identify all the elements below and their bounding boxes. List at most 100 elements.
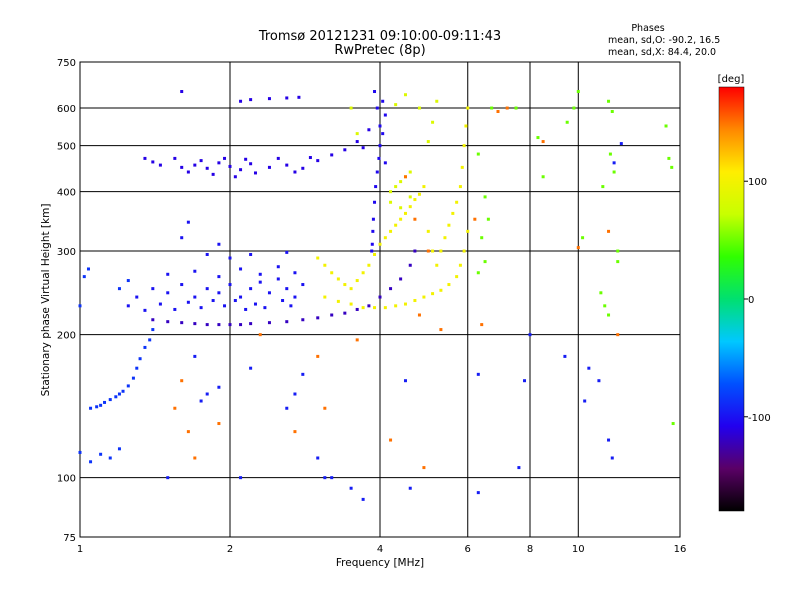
data-point <box>608 152 612 156</box>
data-point <box>435 263 439 267</box>
data-point <box>389 200 393 204</box>
data-point <box>308 156 312 160</box>
data-point <box>375 106 379 110</box>
data-point <box>378 124 382 128</box>
data-point <box>610 456 614 460</box>
data-point <box>249 252 253 256</box>
data-point <box>439 249 443 253</box>
data-point <box>205 392 209 396</box>
data-point <box>121 389 125 393</box>
data-point <box>443 236 447 240</box>
data-point <box>505 106 509 110</box>
data-point <box>249 287 253 291</box>
data-point <box>89 406 93 410</box>
data-point <box>186 220 190 224</box>
data-point <box>233 299 237 303</box>
data-point <box>490 106 494 110</box>
data-point <box>267 165 271 169</box>
data-point <box>228 283 232 287</box>
data-point <box>408 205 412 209</box>
data-point <box>378 242 382 246</box>
data-point <box>143 156 147 160</box>
data-point <box>466 106 470 110</box>
data-point <box>603 304 607 308</box>
data-point <box>375 170 379 174</box>
data-point <box>239 267 243 271</box>
data-point <box>193 322 197 326</box>
data-point <box>355 279 359 283</box>
data-point <box>355 132 359 136</box>
data-point <box>408 170 412 174</box>
data-point <box>285 406 289 410</box>
data-point <box>413 198 417 202</box>
data-point <box>431 120 435 124</box>
data-point <box>267 321 271 325</box>
data-point <box>383 236 387 240</box>
data-point <box>258 272 262 276</box>
data-point <box>607 99 611 103</box>
data-point <box>447 283 451 287</box>
data-point <box>205 287 209 291</box>
data-point <box>253 302 257 306</box>
data-point <box>417 106 421 110</box>
data-point <box>447 223 451 227</box>
data-point <box>480 236 484 240</box>
data-point <box>217 161 221 165</box>
y-tick-label: 200 <box>57 331 76 342</box>
data-point <box>217 422 221 426</box>
data-point <box>126 304 130 308</box>
data-point <box>239 323 243 327</box>
x-axis-ticks: 1 2 4 6 8 10 16 <box>77 544 687 555</box>
data-point <box>108 398 112 402</box>
data-point <box>281 299 285 303</box>
data-point <box>239 476 243 480</box>
data-point <box>114 395 118 399</box>
data-point <box>117 287 121 291</box>
data-point <box>316 354 320 358</box>
data-point <box>293 295 297 299</box>
y-tick-label: 600 <box>57 104 76 115</box>
data-point <box>581 236 585 240</box>
data-point <box>496 109 500 113</box>
data-point <box>158 302 162 306</box>
data-point <box>517 466 521 470</box>
data-point <box>466 229 470 233</box>
data-point <box>394 223 398 227</box>
data-point <box>239 295 243 299</box>
data-point <box>199 306 203 310</box>
data-point <box>413 249 417 253</box>
data-point <box>464 124 468 128</box>
data-point <box>330 476 334 480</box>
data-point <box>301 372 305 376</box>
data-point <box>108 456 112 460</box>
data-point <box>180 236 184 240</box>
colorbar <box>718 86 745 512</box>
data-point <box>199 159 203 163</box>
data-point <box>193 269 197 273</box>
data-point <box>408 486 412 490</box>
data-point <box>383 161 387 165</box>
data-point <box>389 287 393 291</box>
data-point <box>361 271 365 275</box>
data-point <box>373 252 377 256</box>
data-point <box>381 132 385 136</box>
data-point <box>323 406 327 410</box>
data-point <box>267 97 271 101</box>
data-point <box>323 263 327 267</box>
phases-heading: Phases <box>631 23 664 34</box>
data-point <box>330 313 334 317</box>
data-point <box>78 450 82 454</box>
colorbar-label: [deg] <box>718 74 745 85</box>
data-point <box>455 275 459 279</box>
data-point <box>514 106 518 110</box>
data-point <box>616 260 620 264</box>
data-point <box>483 195 487 199</box>
data-point <box>422 466 426 470</box>
data-point <box>399 206 403 210</box>
data-point <box>293 170 297 174</box>
data-point <box>244 307 248 311</box>
data-point <box>373 200 377 204</box>
data-point <box>336 277 340 281</box>
data-point <box>536 136 540 140</box>
data-point <box>205 323 209 327</box>
